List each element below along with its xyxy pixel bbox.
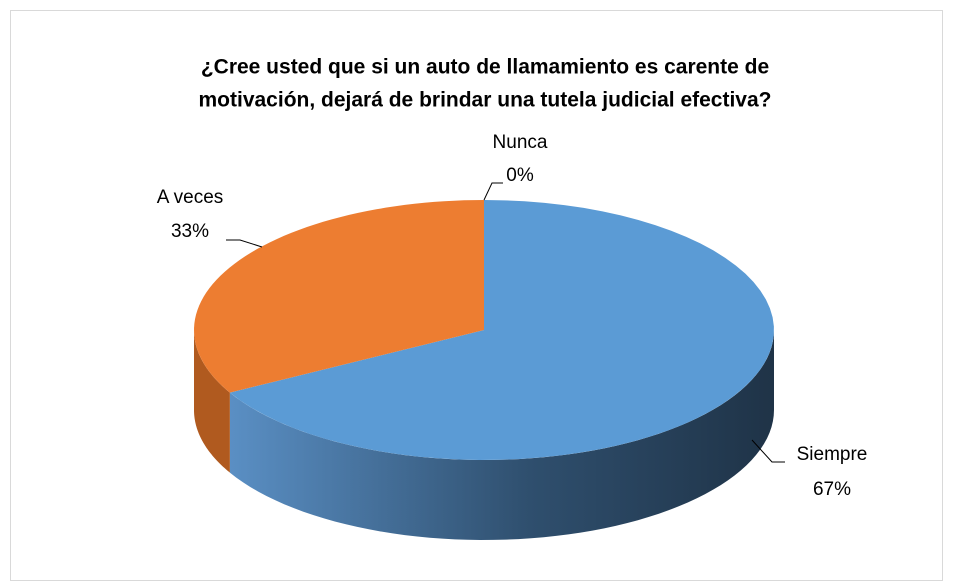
category-label: A veces [157,187,224,208]
chart-title: motivación, dejará de brindar una tutela… [199,89,772,112]
pie-slice [194,200,485,393]
leader-line [483,182,503,201]
pie-slice [229,200,774,460]
category-label: Nunca [493,132,548,153]
pie-side [194,330,230,473]
leader-line [226,239,263,248]
leader-line [751,439,785,463]
pie-side [229,330,774,540]
value-label: 33% [171,221,209,242]
value-label: 67% [813,479,851,500]
value-label: 0% [506,165,534,186]
category-label: Siempre [797,444,868,465]
chart-title: ¿Cree usted que si un auto de llamamient… [201,56,769,79]
